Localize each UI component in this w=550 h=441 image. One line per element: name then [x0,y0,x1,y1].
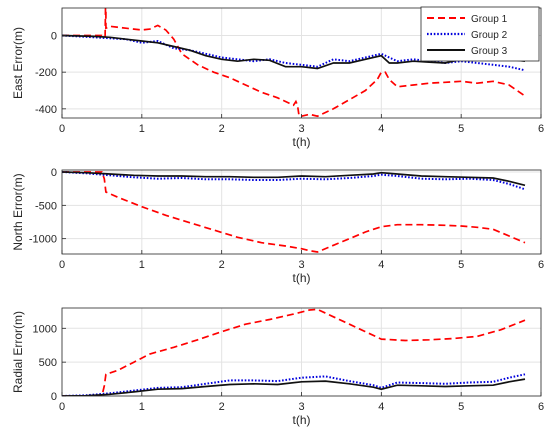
x-tick-label: 6 [538,123,544,135]
y-axis-label: Radial Error(m) [11,311,25,393]
y-tick-label: -1000 [29,234,57,246]
series-line-group-3 [62,34,526,70]
legend: Group 1 Group 2 Group 3 [420,6,540,62]
x-tick-label: 0 [59,123,65,135]
series-line-group-3 [62,378,526,396]
x-tick-label: 2 [219,123,225,135]
x-tick-label: 3 [298,123,304,135]
y-tick-label: 1000 [33,323,57,335]
x-tick-label: 5 [458,401,464,413]
x-tick-label: 2 [219,259,225,271]
x-axis-label: t(h) [293,135,311,149]
series-line-group-1 [62,308,526,396]
x-tick-label: 6 [538,259,544,271]
y-tick-label: 0 [51,31,57,43]
panel-2: 0 1 2 3 4 5 6 -1000 -500 0 t(h) North Error(m) [11,167,544,285]
legend-entry-label: Group 2 [471,30,508,41]
series-line-group-2 [62,373,526,396]
y-tick-label: -500 [35,200,57,212]
x-tick-label: 1 [139,259,145,271]
y-tick-label: -200 [35,67,57,79]
x-axis-label: t(h) [293,271,311,285]
y-tick-label: 0 [51,167,57,179]
series-line-group-1 [62,171,526,253]
x-tick-label: 5 [458,259,464,271]
x-tick-label: 6 [538,401,544,413]
y-tick-label: 500 [39,357,57,369]
x-tick-label: 2 [219,401,225,413]
x-tick-label: 0 [59,259,65,271]
x-axis-label: t(h) [293,413,311,427]
x-tick-label: 1 [139,123,145,135]
x-tick-label: 4 [378,123,384,135]
x-tick-label: 4 [378,401,384,413]
y-axis-label: East Error(m) [11,27,25,99]
x-tick-label: 3 [298,259,304,271]
x-tick-label: 0 [59,401,65,413]
y-tick-label: 0 [51,391,57,403]
y-axis-label: North Error(m) [11,173,25,250]
x-tick-label: 4 [378,259,384,271]
x-tick-label: 5 [458,123,464,135]
panel-3: 0 1 2 3 4 5 6 0 500 1000 t(h) Radial Error(m) [11,307,544,427]
y-tick-label: -400 [35,104,57,116]
legend-entry-label: Group 3 [471,46,508,57]
panel-1: 0 1 2 3 4 5 6 -400 -200 0 t(h) East Error(m) Group 1… [11,6,544,149]
series-line-group-1 [62,8,526,118]
legend-entry-label: Group 1 [471,14,508,25]
series-line-group-2 [62,171,526,191]
x-tick-label: 1 [139,401,145,413]
x-tick-label: 3 [298,401,304,413]
series-line-group-3 [62,171,526,187]
